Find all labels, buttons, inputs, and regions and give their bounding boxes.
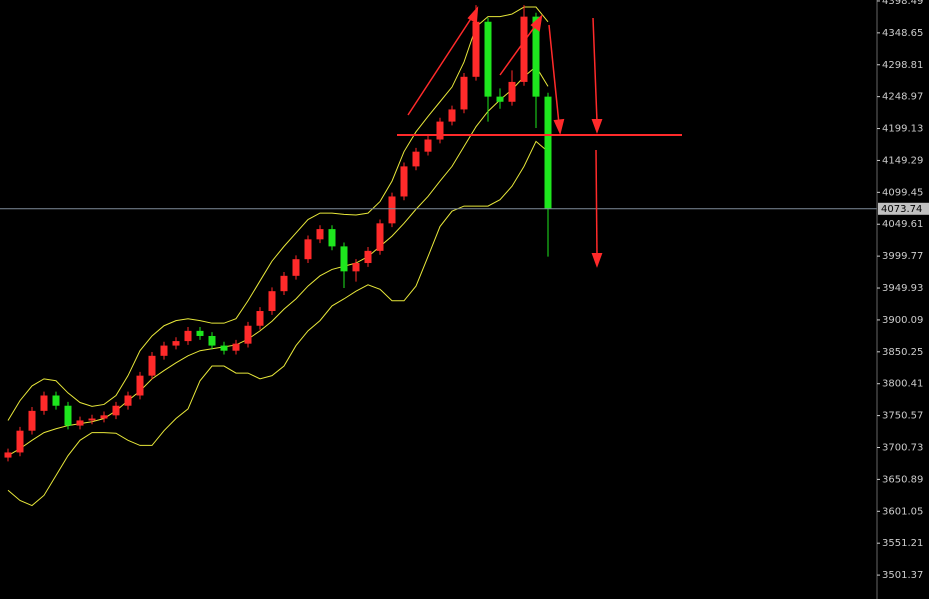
candle-body [400, 166, 408, 197]
candle-body [436, 121, 444, 140]
band-line [7, 65, 549, 457]
arrow-head [530, 14, 543, 32]
candle-body [388, 196, 396, 224]
candle-body [520, 16, 528, 82]
candle-body [364, 250, 372, 264]
candle-body [304, 239, 312, 260]
candle-body [148, 355, 156, 376]
y-tick-label: 4248.97 [882, 92, 923, 103]
band-line [7, 6, 549, 421]
y-tick-label: 3650.89 [882, 474, 923, 485]
y-tick-label: 3999.77 [882, 251, 923, 262]
candle-body [328, 229, 336, 247]
arrow-head [467, 6, 479, 24]
y-tick-label: 4149.29 [882, 155, 923, 166]
candle-body [4, 452, 12, 458]
y-tick-label: 3551.21 [882, 538, 923, 549]
y-tick-label: 4298.81 [882, 60, 923, 71]
candle-body [532, 16, 540, 97]
candle-body [64, 405, 72, 426]
candle-body [496, 96, 504, 102]
y-tick-label: 3850.25 [882, 347, 923, 358]
candle-body [196, 330, 204, 336]
y-tick-label: 3700.73 [882, 443, 923, 454]
candle-body [460, 76, 468, 110]
candle-body [412, 151, 420, 167]
candle-body [448, 109, 456, 122]
candle-body [172, 341, 180, 346]
candle-body [28, 410, 36, 431]
trend-arrow [548, 24, 560, 125]
trend-arrow [592, 17, 598, 123]
arrow-head [591, 253, 603, 268]
candle-body [112, 405, 120, 416]
candle-body [244, 325, 252, 344]
price-label: 4073.74 [881, 204, 922, 215]
y-tick-label: 4199.13 [882, 124, 923, 135]
candle-body [292, 259, 300, 276]
y-tick-label: 4049.61 [882, 219, 923, 230]
arrow-head [591, 119, 603, 134]
candle-body [376, 223, 384, 251]
candle-body [88, 418, 96, 421]
candle-body [544, 96, 552, 209]
candle-body [280, 275, 288, 292]
price-label-box [878, 202, 929, 215]
candle-body [16, 430, 24, 453]
candle-body [124, 395, 132, 406]
candle-body [40, 395, 48, 411]
y-tick-label: 3800.41 [882, 379, 923, 390]
trend-arrow [595, 149, 598, 257]
candle-body [256, 311, 264, 326]
drawings [397, 6, 682, 268]
candle-body [472, 21, 480, 77]
y-tick-label: 3900.09 [882, 315, 923, 326]
candle-body [76, 420, 84, 426]
candle-body [352, 263, 360, 272]
y-tick-label: 3949.93 [882, 283, 923, 294]
candle-body [220, 345, 228, 351]
trend-arrow [407, 13, 475, 116]
candle-body [484, 21, 492, 97]
plot-area [0, 5, 877, 507]
candle-body [100, 415, 108, 419]
y-tick-label: 4099.45 [882, 187, 923, 198]
candle-body [424, 139, 432, 152]
candle-body [232, 343, 240, 351]
y-tick-label: 4398.49 [882, 0, 923, 7]
y-tick-label: 4348.65 [882, 28, 923, 39]
candle-body [136, 375, 144, 396]
candle-body [268, 291, 276, 312]
candle-body [316, 229, 324, 240]
candle-body [184, 330, 192, 342]
candle-body [208, 335, 216, 346]
candle-body [160, 345, 168, 356]
candle-body [52, 395, 60, 406]
candle-body [340, 246, 348, 272]
y-tick-label: 3750.57 [882, 411, 923, 422]
y-tick-label: 3501.37 [882, 570, 923, 581]
trend-arrow [499, 21, 539, 76]
price-axis: 4398.49 4348.65 4298.81 4248.97 4199.13 4149.… [877, 0, 929, 581]
y-tick-label: 3601.05 [882, 506, 923, 517]
candle-body [508, 81, 516, 102]
arrow-head [553, 118, 565, 136]
